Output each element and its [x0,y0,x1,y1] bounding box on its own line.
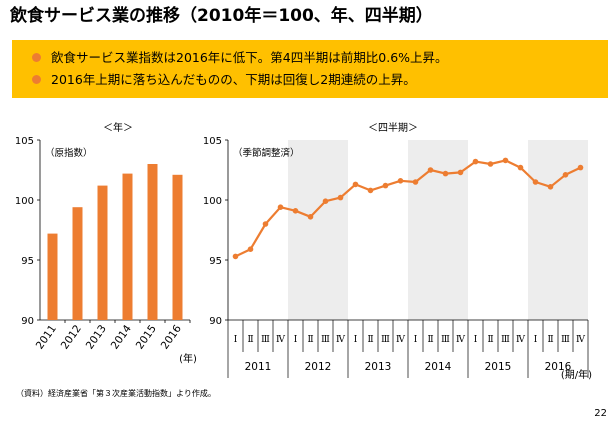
bar [172,174,183,320]
quarter-label: Ⅱ [247,335,253,345]
bar-y-tick-label: 100 [15,196,34,207]
data-point [232,253,239,260]
line-annotation: （季節調整済） [233,147,300,159]
bar-chart-title: ＜年＞ [103,121,133,134]
bar-x-tick-label: 2015 [134,323,159,352]
bar [97,185,108,320]
summary-bullet: 2016年上期に落ち込んだものの、下期は回復し2期連続の上昇。 [32,70,416,90]
quarter-label: Ⅱ [547,335,553,345]
bar-y-tick-label: 90 [21,316,34,327]
line-chart-title: ＜四半期＞ [368,121,418,134]
quarter-label: Ⅲ [441,335,450,345]
data-point [577,164,584,171]
bar-y-tick-label: 105 [15,136,34,147]
year-label: 2016 [545,361,572,373]
bar-x-tick-label: 2012 [59,323,84,352]
quarter-label: Ⅲ [501,335,510,345]
data-point [517,164,524,171]
bar [122,173,133,320]
year-shade [288,140,348,320]
quarter-label: Ⅱ [367,335,373,345]
year-label: 2015 [485,361,512,373]
data-point [442,170,449,177]
quarter-label: Ⅰ [294,335,298,345]
data-point [562,172,569,178]
bar-annotation: （原指数） [45,147,93,159]
year-label: 2014 [425,361,452,373]
year-shade [408,140,468,320]
bar-x-tick-label: 2016 [159,323,184,352]
data-point [247,246,254,252]
summary-bullet-text: 飲食サービス業指数は2016年に低下。第4四半期は前期比0.6%上昇。 [51,50,448,65]
data-point [397,178,404,184]
data-point [262,221,269,227]
line-x-unit: (期/年) [561,368,592,381]
year-label: 2011 [245,361,272,373]
source-note: （資料）経済産業省「第３次産業活動指数」より作成。 [16,389,216,398]
data-point [457,169,464,176]
data-point [547,184,554,190]
data-point [472,158,479,165]
data-point [292,208,299,214]
line-y-tick-label: 90 [209,316,222,327]
data-point [322,198,329,204]
bullet-dot-icon [32,75,41,84]
data-point [337,194,344,201]
data-point [412,179,419,185]
quarter-label: Ⅱ [487,335,493,345]
quarter-label: Ⅰ [474,335,478,345]
page-title: 飲食サービス業の推移（2010年＝100、年、四半期） [10,6,433,26]
quarter-label: Ⅰ [414,335,418,345]
bar [72,207,83,320]
data-point [352,181,359,188]
bar-x-unit: (年) [179,352,197,365]
quarter-label: Ⅰ [354,335,358,345]
quarter-label: Ⅳ [336,335,346,345]
summary-bullet: 飲食サービス業指数は2016年に低下。第4四半期は前期比0.6%上昇。 [32,48,448,68]
bar [147,164,158,320]
quarter-label: Ⅱ [427,335,433,345]
bar-y-tick-label: 95 [21,256,34,267]
data-point [307,214,314,220]
data-point [382,182,389,189]
data-point [502,157,509,164]
data-point [532,179,539,185]
page-number: 22 [594,408,607,419]
quarter-label: Ⅲ [381,335,390,345]
quarter-label: Ⅱ [307,335,313,345]
line-y-tick-label: 105 [203,136,222,147]
bar-x-tick-label: 2014 [109,323,134,352]
summary-box: 飲食サービス業指数は2016年に低下。第4四半期は前期比0.6%上昇。 2016… [12,40,608,98]
line-y-tick-label: 100 [203,196,222,207]
quarter-label: Ⅲ [321,335,330,345]
data-point [367,187,374,194]
summary-bullet-text: 2016年上期に落ち込んだものの、下期は回復し2期連続の上昇。 [51,72,416,87]
quarter-label: Ⅳ [396,335,406,345]
quarter-label: Ⅳ [456,335,466,345]
data-point [487,161,494,167]
quarter-label: Ⅳ [276,335,286,345]
quarter-label: Ⅰ [534,335,538,345]
quarter-label: Ⅰ [234,335,238,345]
quarter-label: Ⅲ [561,335,570,345]
data-point [427,167,434,173]
data-point [277,204,284,210]
bar [47,233,58,320]
bar-x-tick-label: 2011 [34,323,59,352]
bar-x-tick-label: 2013 [84,323,109,352]
year-label: 2013 [365,361,392,373]
line-y-tick-label: 95 [209,256,222,267]
year-label: 2012 [305,361,332,373]
quarter-label: Ⅳ [516,335,526,345]
quarter-label: Ⅳ [576,335,586,345]
quarter-label: Ⅲ [261,335,270,345]
bullet-dot-icon [32,53,41,62]
